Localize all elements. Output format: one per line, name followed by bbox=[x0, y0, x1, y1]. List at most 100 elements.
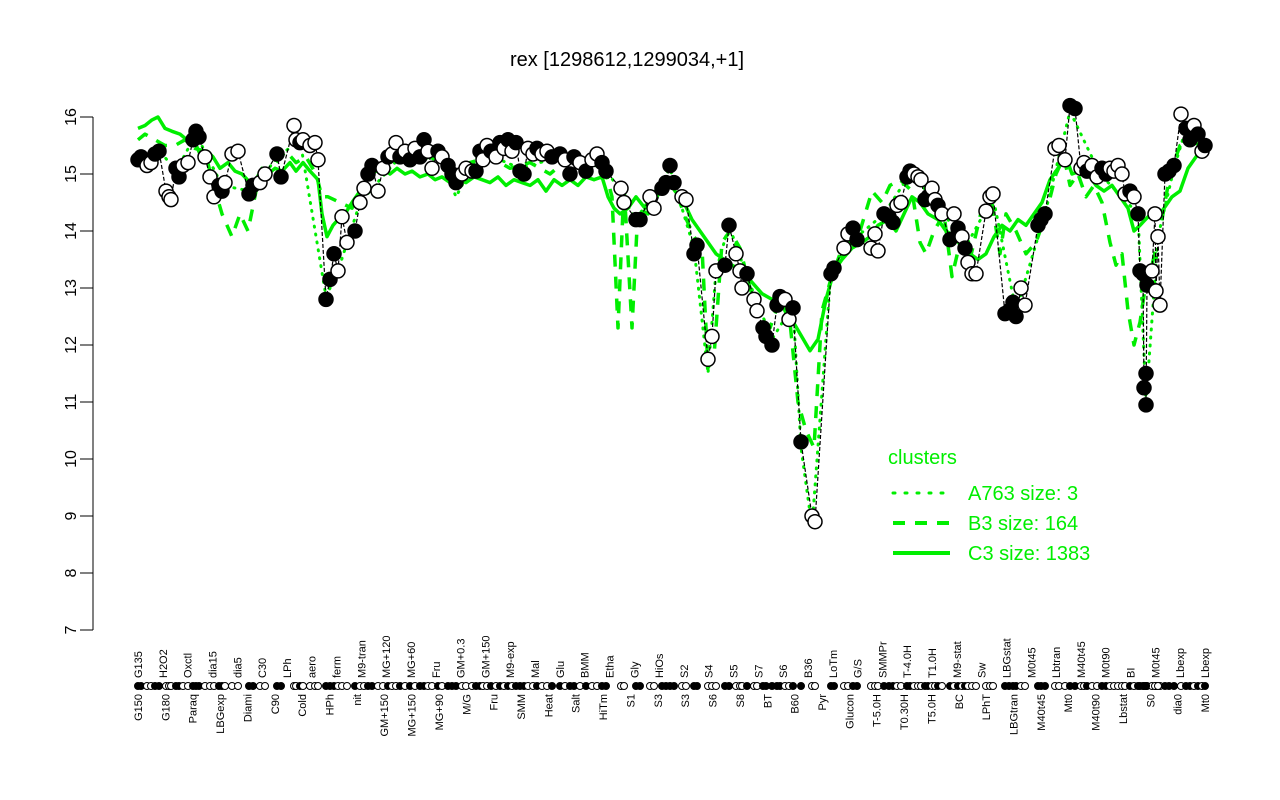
x-tick-label: C90 bbox=[270, 694, 282, 714]
x-tick-label: Lbexp bbox=[1175, 648, 1187, 678]
x-tick-label: Gly bbox=[629, 661, 641, 678]
data-point bbox=[704, 328, 720, 345]
data-point bbox=[1166, 157, 1182, 174]
x-tick-label: GM+150 bbox=[379, 694, 391, 737]
data-point bbox=[516, 166, 532, 182]
cluster-line-dotted bbox=[136, 109, 1207, 529]
data-point bbox=[370, 183, 386, 199]
x-tick-label: Lbtran bbox=[1051, 647, 1063, 678]
x-tick-label: Lbexp bbox=[1200, 648, 1212, 678]
legend-title: clusters bbox=[888, 447, 957, 469]
rug-marker bbox=[343, 682, 351, 690]
y-tick-label: 15 bbox=[63, 165, 80, 183]
x-tick-label: Lbstat bbox=[1118, 694, 1130, 724]
data-point bbox=[151, 143, 167, 159]
x-tick-label: HPh bbox=[325, 694, 337, 715]
x-tick-label: S2 bbox=[679, 665, 691, 678]
x-tick-label: T-5.0H bbox=[872, 694, 884, 727]
x-tick-label: S5 bbox=[729, 665, 741, 678]
data-point bbox=[616, 194, 632, 211]
rug-marker bbox=[636, 682, 644, 690]
x-tick-label: BMM bbox=[580, 652, 592, 678]
data-point bbox=[849, 231, 865, 248]
x-tick-label: S8 bbox=[735, 694, 747, 707]
data-point bbox=[269, 146, 285, 162]
rug-marker bbox=[682, 682, 690, 690]
data-point bbox=[689, 237, 705, 254]
data-point bbox=[870, 243, 886, 259]
x-tick-label: Mal bbox=[530, 660, 542, 678]
data-point bbox=[836, 240, 852, 256]
data-point bbox=[334, 209, 350, 225]
rug-marker bbox=[797, 682, 805, 690]
x-tick-label: Mt0 bbox=[1200, 694, 1212, 712]
x-tick-label: dia5 bbox=[232, 657, 244, 678]
data-point bbox=[885, 214, 901, 231]
x-tick-label: S3 bbox=[680, 694, 692, 707]
x-tick-label: G/S bbox=[853, 659, 865, 678]
data-point bbox=[739, 266, 755, 282]
data-point bbox=[1197, 137, 1213, 154]
data-points bbox=[130, 97, 1213, 530]
x-tick-label: SMMPr bbox=[877, 641, 889, 678]
x-tick-label: Paraq bbox=[188, 694, 200, 723]
data-point bbox=[1190, 126, 1206, 142]
data-point bbox=[646, 200, 662, 216]
legend-entry-c3: C3 size: 1383 bbox=[968, 543, 1090, 565]
y-tick-label: 10 bbox=[63, 450, 80, 468]
x-tick-label: M0t45 bbox=[1026, 647, 1038, 678]
x-tick-label: B60 bbox=[790, 694, 802, 714]
rug-marker bbox=[830, 682, 838, 690]
x-tick-label: S6 bbox=[708, 694, 720, 707]
rug-marker bbox=[1154, 682, 1162, 690]
x-tick-label: ferm bbox=[332, 656, 344, 678]
data-point bbox=[1114, 166, 1130, 182]
data-point bbox=[1130, 206, 1146, 222]
rug-marker bbox=[602, 682, 610, 690]
data-point bbox=[1147, 206, 1163, 222]
x-tick-label: MG+150 bbox=[407, 694, 419, 737]
y-axis: 7 8 9 10 11 12 13 14 15 16 bbox=[63, 108, 94, 634]
y-tick-label: 16 bbox=[63, 108, 80, 126]
rug-marker bbox=[938, 682, 946, 690]
x-tick-label: MG+60 bbox=[406, 642, 418, 678]
x-tick-label: LBGexp bbox=[215, 694, 227, 734]
data-point bbox=[598, 163, 614, 179]
data-point bbox=[1037, 206, 1053, 222]
x-tick-label: dia0 bbox=[1173, 694, 1185, 715]
x-tick-label: BI bbox=[1126, 668, 1138, 678]
data-point bbox=[1136, 380, 1152, 396]
rug-marker bbox=[712, 682, 720, 690]
data-point bbox=[352, 194, 368, 211]
data-point bbox=[163, 191, 179, 208]
x-tick-label: Sw bbox=[977, 663, 989, 678]
data-point bbox=[1126, 189, 1142, 205]
x-tick-label: Heat bbox=[543, 694, 555, 717]
data-point bbox=[717, 257, 733, 273]
x-tick-label: M9-exp bbox=[505, 641, 517, 678]
y-tick-label: 9 bbox=[63, 511, 80, 520]
data-point bbox=[1138, 397, 1154, 413]
x-tick-label: nit bbox=[352, 694, 364, 706]
data-point bbox=[678, 191, 694, 208]
x-tick-label: Fru bbox=[431, 662, 443, 679]
data-point bbox=[807, 513, 823, 530]
data-point bbox=[310, 152, 326, 168]
x-tick-label: BT bbox=[762, 694, 774, 708]
x-tick-label: MG+120 bbox=[381, 636, 393, 679]
data-point bbox=[728, 246, 744, 262]
data-point bbox=[468, 163, 484, 179]
data-point bbox=[1138, 365, 1154, 382]
x-tick-label: MG+90 bbox=[434, 694, 446, 730]
y-tick-label: 8 bbox=[63, 568, 80, 577]
data-point bbox=[666, 174, 682, 191]
rug-marker bbox=[853, 682, 861, 690]
x-tick-label: BC bbox=[954, 694, 966, 709]
rug-marker bbox=[620, 682, 628, 690]
x-tick-label: Etha bbox=[604, 654, 616, 678]
x-tick-label: T1.0H bbox=[927, 648, 939, 678]
rug-marker bbox=[789, 682, 797, 690]
y-tick-label: 12 bbox=[63, 336, 80, 354]
data-point bbox=[893, 194, 909, 211]
